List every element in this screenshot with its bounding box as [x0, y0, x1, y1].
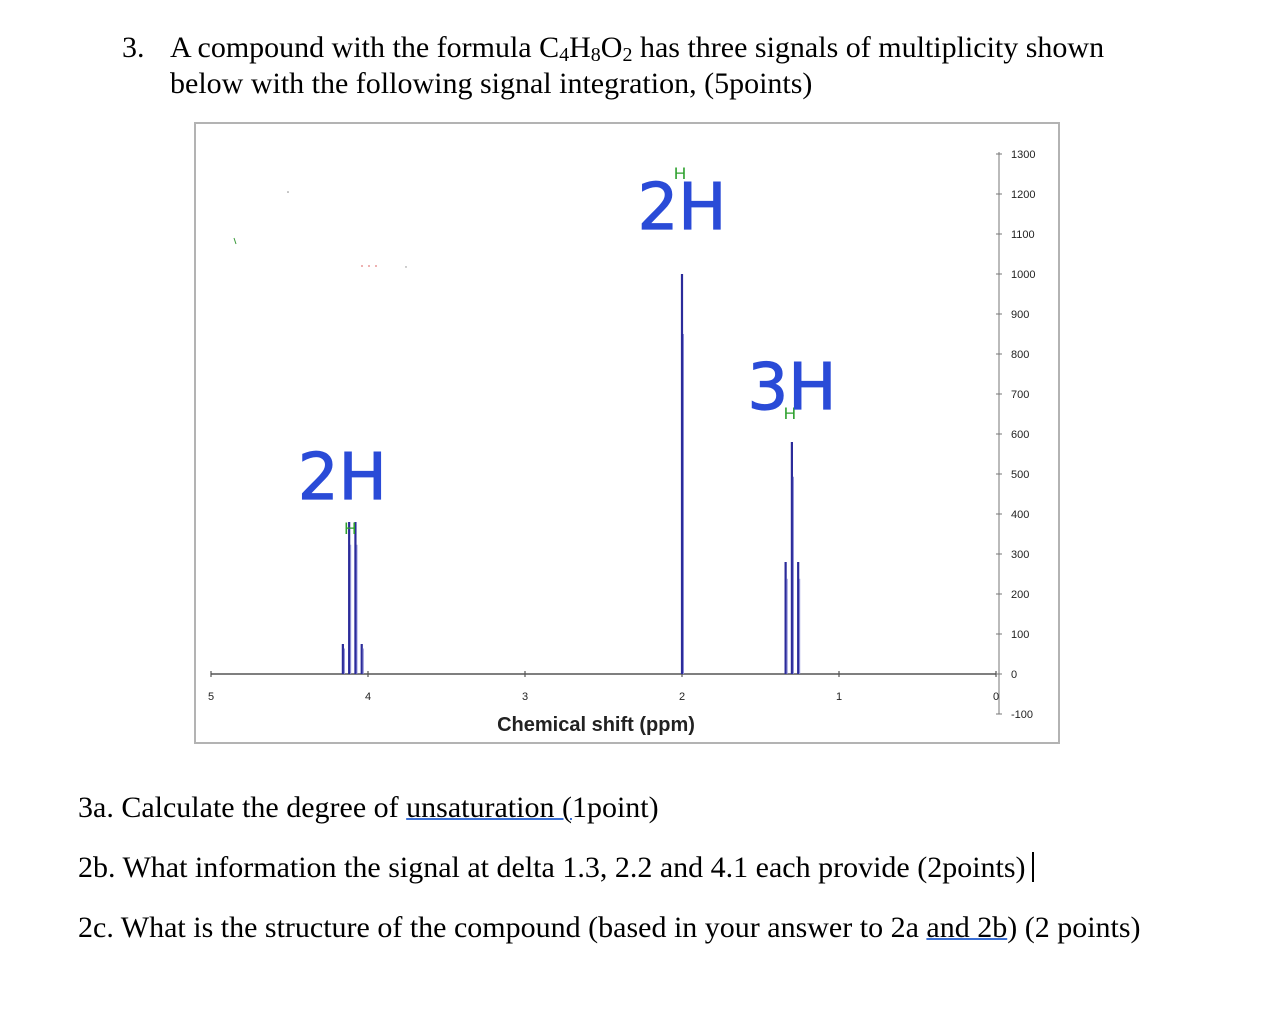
scan-artifact — [405, 266, 407, 268]
h-label: H — [784, 404, 796, 423]
y-tick-label: 700 — [1011, 389, 1029, 401]
x-tick-label: 5 — [208, 691, 214, 703]
question-title: 3. A compound with the formula C4H8O2 has… — [122, 30, 1104, 102]
question-number: 3. — [122, 31, 145, 64]
nmr-spectrum: 5 4 3 2 1 0 Chemical shift (ppm) 1300 1200 1100 10… — [194, 122, 1060, 744]
h-label: H — [674, 164, 686, 183]
x-tick-label: 1 — [836, 691, 842, 703]
y-tick-label: 300 — [1011, 549, 1029, 561]
x-tick-label: 2 — [679, 691, 685, 703]
y-tick-label: -100 — [1011, 709, 1033, 721]
h-label: H — [344, 519, 356, 538]
integration-annotation: 2H — [638, 171, 727, 245]
integration-annotation: 3H — [747, 351, 836, 425]
text-cursor — [1031, 852, 1034, 882]
x-axis-label: Chemical shift (ppm) — [497, 714, 695, 736]
y-tick-label: 900 — [1011, 309, 1029, 321]
y-tick-label: 0 — [1011, 669, 1017, 681]
subquestion-3a: 3a. Calculate the degree of unsaturation… — [78, 791, 659, 824]
x-tick-label: 0 — [993, 691, 999, 703]
y-tick-label: 200 — [1011, 589, 1029, 601]
y-tick-label: 1300 — [1011, 149, 1035, 161]
y-tick-label: 800 — [1011, 349, 1029, 361]
x-tick-label: 3 — [522, 691, 528, 703]
x-tick-label: 4 — [365, 691, 371, 703]
question-line2: below with the following signal integrat… — [170, 67, 813, 100]
subquestion-2b: 2b. What information the signal at delta… — [78, 850, 1034, 886]
y-tick-label: 100 — [1011, 629, 1029, 641]
y-tick-label: 500 — [1011, 469, 1029, 481]
scan-artifact — [287, 191, 289, 193]
subquestion-2c: 2c. What is the structure of the compoun… — [78, 911, 1141, 944]
scan-artifact — [233, 237, 237, 245]
y-tick-label: 1100 — [1011, 229, 1035, 241]
question-line1: A compound with the formula C4H8O2 has t… — [170, 31, 1105, 66]
y-tick-label: 400 — [1011, 509, 1029, 521]
nmr-spectrum-svg: 5 4 3 2 1 0 Chemical shift (ppm) 1300 1200 1100 10… — [208, 149, 1036, 736]
y-tick-label: 1000 — [1011, 269, 1035, 281]
integration-annotation: 2H — [298, 441, 387, 515]
y-tick-label: 600 — [1011, 429, 1029, 441]
y-tick-label: 1200 — [1011, 189, 1035, 201]
